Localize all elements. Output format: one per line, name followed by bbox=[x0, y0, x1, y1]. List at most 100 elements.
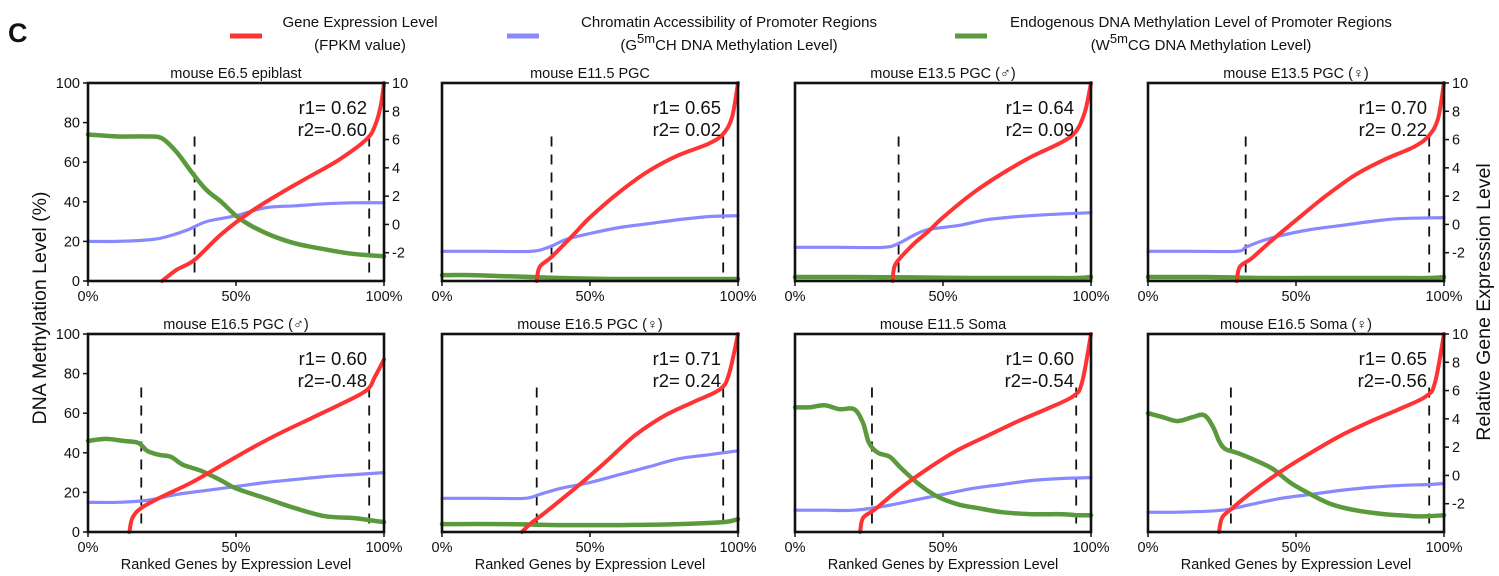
series-line bbox=[792, 403, 1094, 518]
y-right-tick-label: 2 bbox=[392, 189, 400, 205]
series-line bbox=[1145, 410, 1447, 519]
x-tick-label: 50% bbox=[575, 540, 604, 556]
y-right-tick-label: -2 bbox=[1452, 497, 1465, 513]
correlation-r1: r1= 0.62 bbox=[299, 97, 367, 118]
x-tick-label: 0% bbox=[432, 289, 453, 305]
x-tick-label: 0% bbox=[78, 289, 99, 305]
y-left-tick-label: 100 bbox=[56, 76, 80, 92]
correlation-r2: r2=-0.48 bbox=[298, 370, 367, 391]
series-line bbox=[890, 81, 1093, 283]
y-right-tick-label: 8 bbox=[1452, 355, 1460, 371]
series-line bbox=[858, 332, 1093, 534]
x-tick-label: 100% bbox=[365, 289, 402, 305]
y-left-tick-label: 100 bbox=[56, 327, 80, 343]
correlation-r1: r1= 0.60 bbox=[299, 348, 367, 369]
x-tick-label: 0% bbox=[785, 540, 806, 556]
x-tick-label: 50% bbox=[575, 289, 604, 305]
x-tick-label: 50% bbox=[221, 289, 250, 305]
y-left-tick-label: 80 bbox=[64, 367, 80, 383]
series-line bbox=[534, 81, 740, 283]
series-line bbox=[86, 201, 386, 244]
x-tick-label: 100% bbox=[1072, 289, 1109, 305]
series-line bbox=[127, 357, 386, 534]
correlation-r1: r1= 0.71 bbox=[653, 348, 721, 369]
y-right-tick-label: 8 bbox=[1452, 104, 1460, 120]
chart-title: mouse E16.5 PGC (♂) bbox=[163, 317, 308, 333]
y-left-tick-label: 40 bbox=[64, 195, 80, 211]
legend-methylation-line2: (W5mCG DNA Methylation Level) bbox=[1091, 31, 1312, 54]
chart-title: mouse E13.5 PGC (♀) bbox=[1223, 66, 1368, 82]
y-right-tick-label: 6 bbox=[1452, 384, 1460, 400]
series-line bbox=[85, 132, 387, 259]
legend-expression-line1: Gene Expression Level bbox=[282, 14, 437, 31]
x-tick-label: 50% bbox=[928, 289, 957, 305]
y-left-axis-label: DNA Methylation Level (%) bbox=[29, 191, 51, 424]
legend-expression-line2: (FPKM value) bbox=[314, 37, 406, 54]
chart-title: mouse E16.5 PGC (♀) bbox=[517, 317, 662, 333]
x-tick-label: 100% bbox=[1072, 540, 1109, 556]
x-axis-label: Ranked Genes by Expression Level bbox=[121, 557, 352, 573]
series-line bbox=[160, 81, 386, 283]
chart-title: mouse E6.5 epiblast bbox=[170, 66, 301, 82]
correlation-r1: r1= 0.60 bbox=[1006, 348, 1074, 369]
series-line bbox=[439, 516, 741, 528]
series-line bbox=[793, 476, 1093, 513]
correlation-r2: r2= 0.09 bbox=[1006, 119, 1074, 140]
legend-methylation-line1: Endogenous DNA Methylation Level of Prom… bbox=[1010, 14, 1392, 31]
x-axis-label: Ranked Genes by Expression Level bbox=[475, 557, 706, 573]
y-left-tick-label: 20 bbox=[64, 234, 80, 250]
chart-title: mouse E11.5 Soma bbox=[880, 317, 1007, 333]
correlation-r2: r2=-0.56 bbox=[1358, 370, 1427, 391]
y-left-tick-label: 0 bbox=[72, 525, 80, 541]
x-tick-label: 50% bbox=[928, 540, 957, 556]
correlation-r2: r2= 0.24 bbox=[653, 370, 721, 391]
correlation-r1: r1= 0.70 bbox=[1359, 97, 1427, 118]
y-right-tick-label: -2 bbox=[392, 246, 405, 262]
correlation-r2: r2= 0.02 bbox=[653, 119, 721, 140]
x-tick-label: 0% bbox=[432, 540, 453, 556]
series-line bbox=[792, 274, 1094, 281]
correlation-r2: r2=-0.54 bbox=[1005, 370, 1074, 391]
y-right-tick-label: 0 bbox=[1452, 468, 1460, 484]
y-right-tick-label: 6 bbox=[1452, 133, 1460, 149]
series-line bbox=[1217, 332, 1446, 534]
series-line bbox=[1146, 216, 1446, 254]
legend-accessibility-line2: (G5mCH DNA Methylation Level) bbox=[620, 31, 837, 54]
x-tick-label: 50% bbox=[221, 540, 250, 556]
y-left-tick-label: 0 bbox=[72, 274, 80, 290]
series-line bbox=[1234, 81, 1446, 283]
panel-letter: C bbox=[8, 18, 28, 48]
y-right-tick-label: 0 bbox=[392, 217, 400, 233]
series-line bbox=[440, 449, 740, 501]
y-right-tick-label: 10 bbox=[392, 76, 408, 92]
x-tick-label: 100% bbox=[719, 540, 756, 556]
x-axis-label: Ranked Genes by Expression Level bbox=[1181, 557, 1412, 573]
x-tick-label: 0% bbox=[785, 289, 806, 305]
legend-accessibility-line1: Chromatin Accessibility of Promoter Regi… bbox=[581, 14, 877, 31]
series-line bbox=[519, 332, 740, 534]
x-tick-label: 100% bbox=[719, 289, 756, 305]
x-tick-label: 100% bbox=[1425, 289, 1462, 305]
y-right-tick-label: -2 bbox=[1452, 246, 1465, 262]
x-tick-label: 0% bbox=[78, 540, 99, 556]
y-right-tick-label: 4 bbox=[1452, 161, 1460, 177]
series-line bbox=[85, 436, 387, 525]
y-right-tick-label: 10 bbox=[1452, 327, 1468, 343]
chart-title: mouse E11.5 PGC bbox=[530, 66, 650, 82]
y-right-tick-label: 4 bbox=[392, 161, 400, 177]
y-right-tick-label: 6 bbox=[392, 133, 400, 149]
x-axis-label: Ranked Genes by Expression Level bbox=[828, 557, 1059, 573]
x-tick-label: 50% bbox=[1281, 540, 1310, 556]
y-left-tick-label: 60 bbox=[64, 406, 80, 422]
y-left-tick-label: 80 bbox=[64, 116, 80, 132]
